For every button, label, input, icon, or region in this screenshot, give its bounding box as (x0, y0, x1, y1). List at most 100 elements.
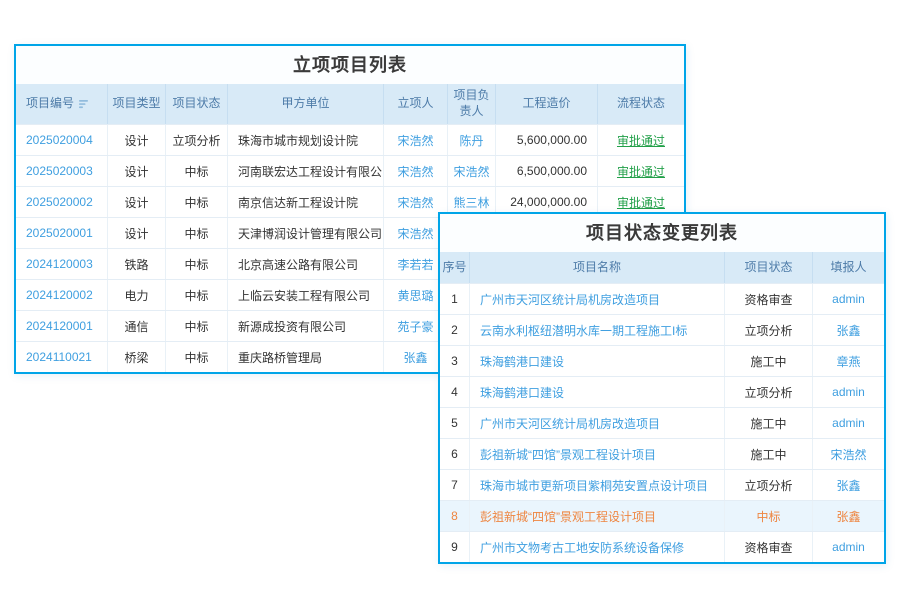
project-status-cell: 中标 (725, 501, 813, 531)
status-change-row[interactable]: 1 广州市天河区统计局机房改造项目 资格审查 admin (440, 283, 884, 314)
col-header-client-unit: 甲方单位 (228, 84, 384, 124)
col-header-project-cost: 工程造价 (496, 84, 598, 124)
col-header-project-name: 项目名称 (470, 252, 725, 283)
flow-status-link[interactable]: 审批通过 (616, 133, 665, 148)
project-manager-link[interactable]: 宋浩然 (448, 156, 496, 186)
status-change-title: 项目状态变更列表 (440, 214, 884, 252)
status-change-row[interactable]: 4 珠海鹤港口建设 立项分析 admin (440, 376, 884, 407)
project-cost-cell: 6,500,000.00 (496, 156, 598, 186)
col-header-initiator: 立项人 (384, 84, 448, 124)
client-unit-cell: 河南联宏达工程设计有限公司 (228, 156, 384, 186)
project-status-cell: 中标 (166, 280, 228, 310)
project-status-cell: 中标 (166, 342, 228, 372)
reporter-link[interactable]: 张鑫 (836, 509, 861, 524)
project-id-link[interactable]: 2025020001 (16, 218, 108, 248)
project-id-link[interactable]: 2025020002 (16, 187, 108, 217)
seq-no-cell: 9 (440, 532, 470, 562)
project-type-cell: 设计 (108, 218, 166, 248)
seq-no-cell: 1 (440, 284, 470, 314)
project-id-link[interactable]: 2024120003 (16, 249, 108, 279)
project-id-link[interactable]: 2025020004 (16, 125, 108, 155)
project-type-cell: 通信 (108, 311, 166, 341)
reporter-link[interactable]: admin (832, 540, 865, 554)
reporter-link[interactable]: admin (832, 416, 865, 430)
project-status-cell: 施工中 (725, 439, 813, 469)
status-change-row[interactable]: 3 珠海鹤港口建设 施工中 章燕 (440, 345, 884, 376)
status-change-row[interactable]: 9 广州市文物考古工地安防系统设备保修 资格审查 admin (440, 531, 884, 562)
project-id-link[interactable]: 2024110021 (16, 342, 108, 372)
client-unit-cell: 珠海市城市规划设计院 (228, 125, 384, 155)
col-header-reporter: 填报人 (830, 259, 867, 274)
reporter-link[interactable]: 章燕 (836, 354, 861, 369)
status-change-row[interactable]: 5 广州市天河区统计局机房改造项目 施工中 admin (440, 407, 884, 438)
project-name-link[interactable]: 珠海鹤港口建设 (470, 346, 725, 376)
status-change-row[interactable]: 2 云南水利枢纽潜明水库一期工程施工I标 立项分析 张鑫 (440, 314, 884, 345)
client-unit-cell: 天津博润设计管理有限公司 (228, 218, 384, 248)
project-id-link[interactable]: 2024120002 (16, 280, 108, 310)
client-unit-cell: 新源成投资有限公司 (228, 311, 384, 341)
col-header-project-manager: 项目负责人 (448, 84, 496, 124)
seq-no-cell: 3 (440, 346, 470, 376)
seq-no-cell: 5 (440, 408, 470, 438)
seq-no-cell: 7 (440, 470, 470, 500)
project-name-link[interactable]: 彭祖新城“四馆”景观工程设计项目 (470, 439, 725, 469)
project-name-link[interactable]: 广州市天河区统计局机房改造项目 (470, 284, 725, 314)
reporter-link[interactable]: 宋浩然 (830, 447, 867, 462)
initiator-link[interactable]: 宋浩然 (384, 187, 448, 217)
project-status-cell: 资格审查 (725, 532, 813, 562)
project-name-link[interactable]: 彭祖新城“四馆”景观工程设计项目 (470, 501, 725, 531)
project-name-link[interactable]: 云南水利枢纽潜明水库一期工程施工I标 (470, 315, 725, 345)
client-unit-cell: 北京高速公路有限公司 (228, 249, 384, 279)
project-name-link[interactable]: 广州市文物考古工地安防系统设备保修 (470, 532, 725, 562)
seq-no-cell: 6 (440, 439, 470, 469)
reporter-link[interactable]: admin (832, 292, 865, 306)
project-manager-link[interactable]: 陈丹 (448, 125, 496, 155)
initiator-link[interactable]: 宋浩然 (384, 125, 448, 155)
client-unit-cell: 重庆路桥管理局 (228, 342, 384, 372)
reporter-link[interactable]: admin (832, 385, 865, 399)
status-change-row[interactable]: 8 彭祖新城“四馆”景观工程设计项目 中标 张鑫 (440, 500, 884, 531)
project-status-cell: 中标 (166, 311, 228, 341)
project-id-link[interactable]: 2025020003 (16, 156, 108, 186)
col-header-project-status2: 项目状态 (725, 252, 813, 283)
sort-icon[interactable] (79, 99, 90, 109)
status-change-header-row: 序号 项目名称 项目状态 填报人 (440, 252, 884, 283)
project-manager-link[interactable]: 熊三林 (448, 187, 496, 217)
project-name-link[interactable]: 珠海鹤港口建设 (470, 377, 725, 407)
seq-no-cell: 2 (440, 315, 470, 345)
project-name-link[interactable]: 广州市天河区统计局机房改造项目 (470, 408, 725, 438)
client-unit-cell: 南京信达新工程设计院 (228, 187, 384, 217)
project-cost-cell: 24,000,000.00 (496, 187, 598, 217)
project-status-cell: 资格审查 (725, 284, 813, 314)
col-header-project-id[interactable]: 项目编号 (16, 84, 108, 124)
project-status-cell: 施工中 (725, 408, 813, 438)
flow-status-link[interactable]: 审批通过 (616, 195, 665, 210)
project-type-cell: 设计 (108, 187, 166, 217)
project-cost-cell: 5,600,000.00 (496, 125, 598, 155)
status-change-row[interactable]: 7 珠海市城市更新项目紫桐苑安置点设计项目 立项分析 张鑫 (440, 469, 884, 500)
col-header-project-type: 项目类型 (108, 84, 166, 124)
project-initiation-list-panel: 立项项目列表 项目编号 项目类型 项目状态 甲方单位 立项人 项目负责人 工程造… (14, 44, 686, 374)
status-change-row[interactable]: 6 彭祖新城“四馆”景观工程设计项目 施工中 宋浩然 (440, 438, 884, 469)
project-status-cell: 中标 (166, 218, 228, 248)
project-list-row: 2025020002 设计 中标 南京信达新工程设计院 宋浩然 熊三林 24,0… (16, 186, 684, 217)
reporter-link[interactable]: 张鑫 (836, 323, 861, 338)
project-id-link[interactable]: 2024120001 (16, 311, 108, 341)
project-status-cell: 立项分析 (166, 125, 228, 155)
project-list-row: 2024120001 通信 中标 新源成投资有限公司 苑子豪 (16, 310, 684, 341)
initiator-link[interactable]: 宋浩然 (384, 156, 448, 186)
col-header-project-status: 项目状态 (166, 84, 228, 124)
status-change-rows: 1 广州市天河区统计局机房改造项目 资格审查 admin 2 云南水利枢纽潜明水… (440, 283, 884, 562)
project-status-cell: 立项分析 (725, 377, 813, 407)
project-status-cell: 立项分析 (725, 470, 813, 500)
project-status-cell: 施工中 (725, 346, 813, 376)
reporter-link[interactable]: 张鑫 (836, 478, 861, 493)
project-name-link[interactable]: 珠海市城市更新项目紫桐苑安置点设计项目 (470, 470, 725, 500)
flow-status-link[interactable]: 审批通过 (616, 164, 665, 179)
seq-no-cell: 4 (440, 377, 470, 407)
col-header-flow-status: 流程状态 (616, 96, 665, 111)
col-header-seq-no: 序号 (440, 252, 470, 283)
project-status-cell: 立项分析 (725, 315, 813, 345)
project-type-cell: 电力 (108, 280, 166, 310)
